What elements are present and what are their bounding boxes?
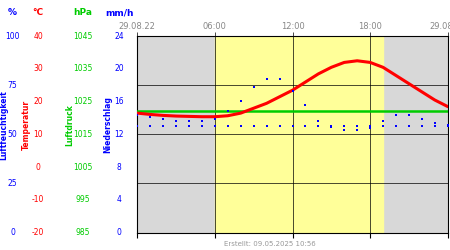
Text: 100: 100	[5, 32, 20, 41]
Bar	[215, 36, 383, 232]
Text: 12: 12	[114, 130, 124, 139]
Text: 995: 995	[76, 195, 90, 204]
Text: 1045: 1045	[73, 32, 93, 41]
Text: 50: 50	[8, 130, 18, 139]
Text: 10: 10	[33, 130, 43, 139]
Text: 0: 0	[10, 228, 15, 237]
Text: Luftdruck: Luftdruck	[65, 104, 74, 146]
Text: 1005: 1005	[73, 162, 93, 172]
Text: -20: -20	[32, 228, 45, 237]
Text: 0: 0	[117, 228, 122, 237]
Text: 24: 24	[114, 32, 124, 41]
Text: 8: 8	[117, 162, 122, 172]
Text: 25: 25	[8, 179, 18, 188]
Text: Temperatur: Temperatur	[22, 100, 31, 150]
Text: 985: 985	[76, 228, 90, 237]
Text: 4: 4	[117, 195, 122, 204]
Text: -10: -10	[32, 195, 45, 204]
Text: Erstellt: 09.05.2025 10:56: Erstellt: 09.05.2025 10:56	[224, 241, 316, 247]
Text: 16: 16	[114, 97, 124, 106]
Text: °C: °C	[33, 8, 44, 17]
Text: Luftfeuchtigkeit: Luftfeuchtigkeit	[0, 90, 8, 160]
Text: %: %	[8, 8, 17, 17]
Text: 30: 30	[33, 64, 43, 74]
Text: 1015: 1015	[74, 130, 93, 139]
Text: Niederschlag: Niederschlag	[104, 96, 112, 154]
Text: 75: 75	[8, 81, 18, 90]
Text: 20: 20	[114, 64, 124, 74]
Text: mm/h: mm/h	[105, 8, 134, 17]
Text: hPa: hPa	[74, 8, 93, 17]
Text: 1025: 1025	[74, 97, 93, 106]
Text: 0: 0	[36, 162, 40, 172]
Text: 1035: 1035	[73, 64, 93, 74]
Text: 20: 20	[33, 97, 43, 106]
Text: 40: 40	[33, 32, 43, 41]
